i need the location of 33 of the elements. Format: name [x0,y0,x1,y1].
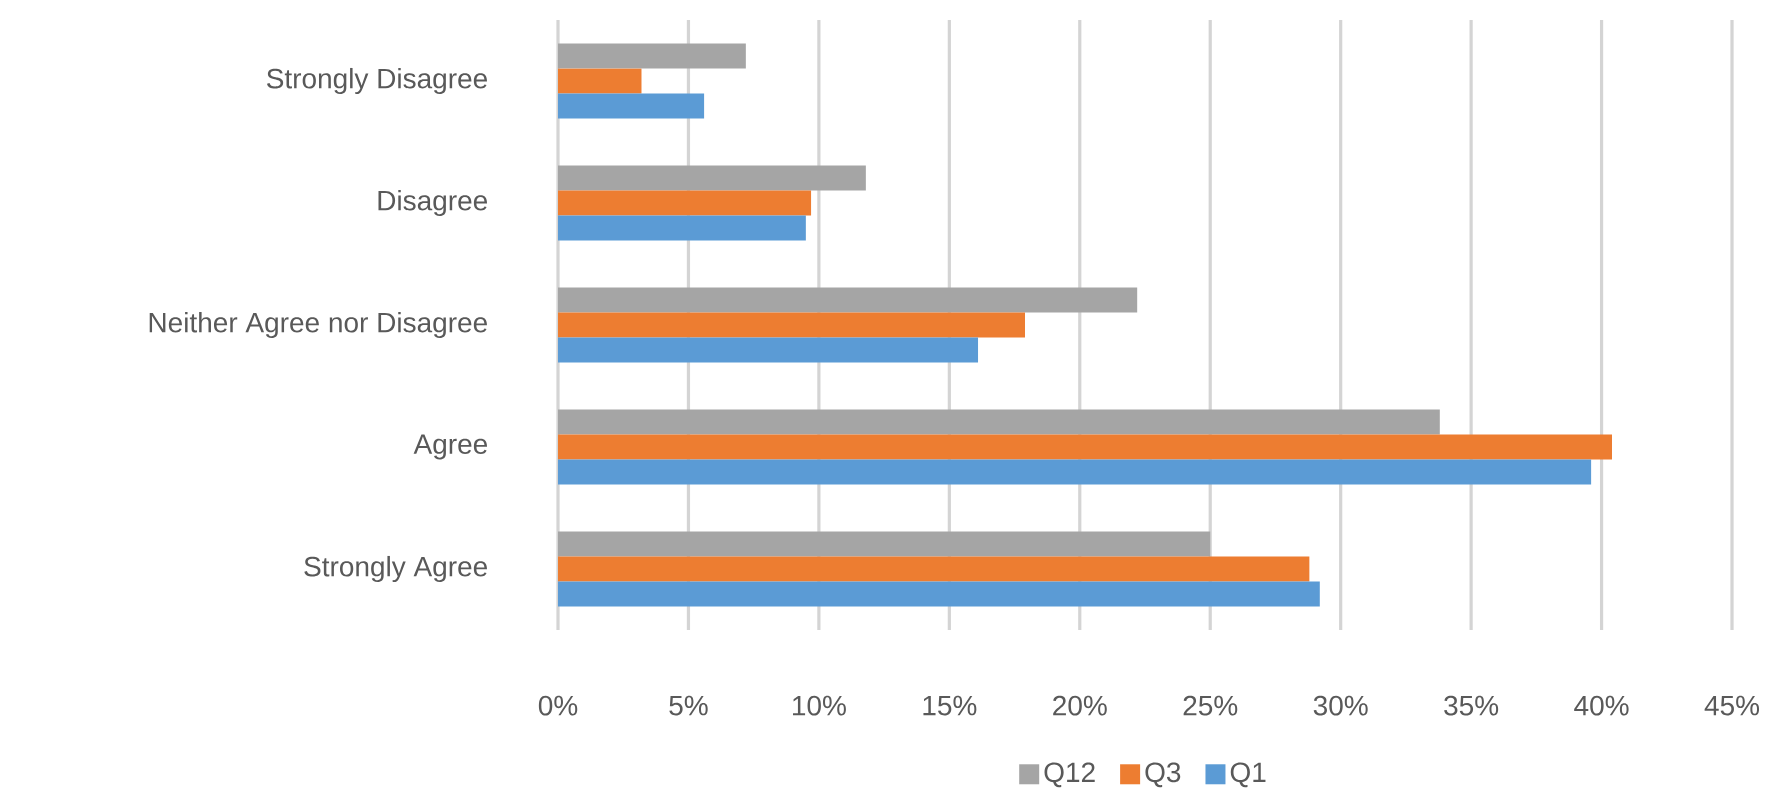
bar [558,459,1592,485]
x-tick-label: 20% [1053,695,1107,716]
x-tick-label: 40% [1574,695,1629,716]
bar [558,215,806,241]
bar [558,68,642,94]
bar [558,190,812,216]
y-tick-label: Neither Agree nor Disagree [149,311,487,339]
x-tick-label: 0% [538,695,578,716]
bar [558,287,1138,313]
bar [558,312,1025,338]
x-tick-label: 45% [1704,695,1760,716]
x-tick-label: 15% [923,695,977,716]
legend-label: Q12 [1044,762,1095,788]
bar [558,93,705,119]
x-tick-label: 10% [793,695,846,716]
bar [558,337,979,363]
bar [558,434,1612,460]
y-tick-label: Disagree [378,189,488,217]
legend-label: Q3 [1145,762,1181,788]
x-tick-label: 30% [1313,695,1368,716]
y-tick-label: Strongly Disagree [267,67,487,95]
bar [558,581,1320,607]
legend-label: Q1 [1230,762,1266,788]
bar [558,556,1310,582]
x-tick-label: 35% [1444,695,1499,716]
x-tick-label: 5% [669,695,708,716]
bar [558,165,866,191]
y-tick-label: Agree [413,434,488,460]
bar [558,531,1211,557]
y-tick-label: Strongly Agree [304,555,487,583]
bar [558,409,1440,435]
x-tick-label: 25% [1183,695,1238,716]
bar [558,43,746,69]
